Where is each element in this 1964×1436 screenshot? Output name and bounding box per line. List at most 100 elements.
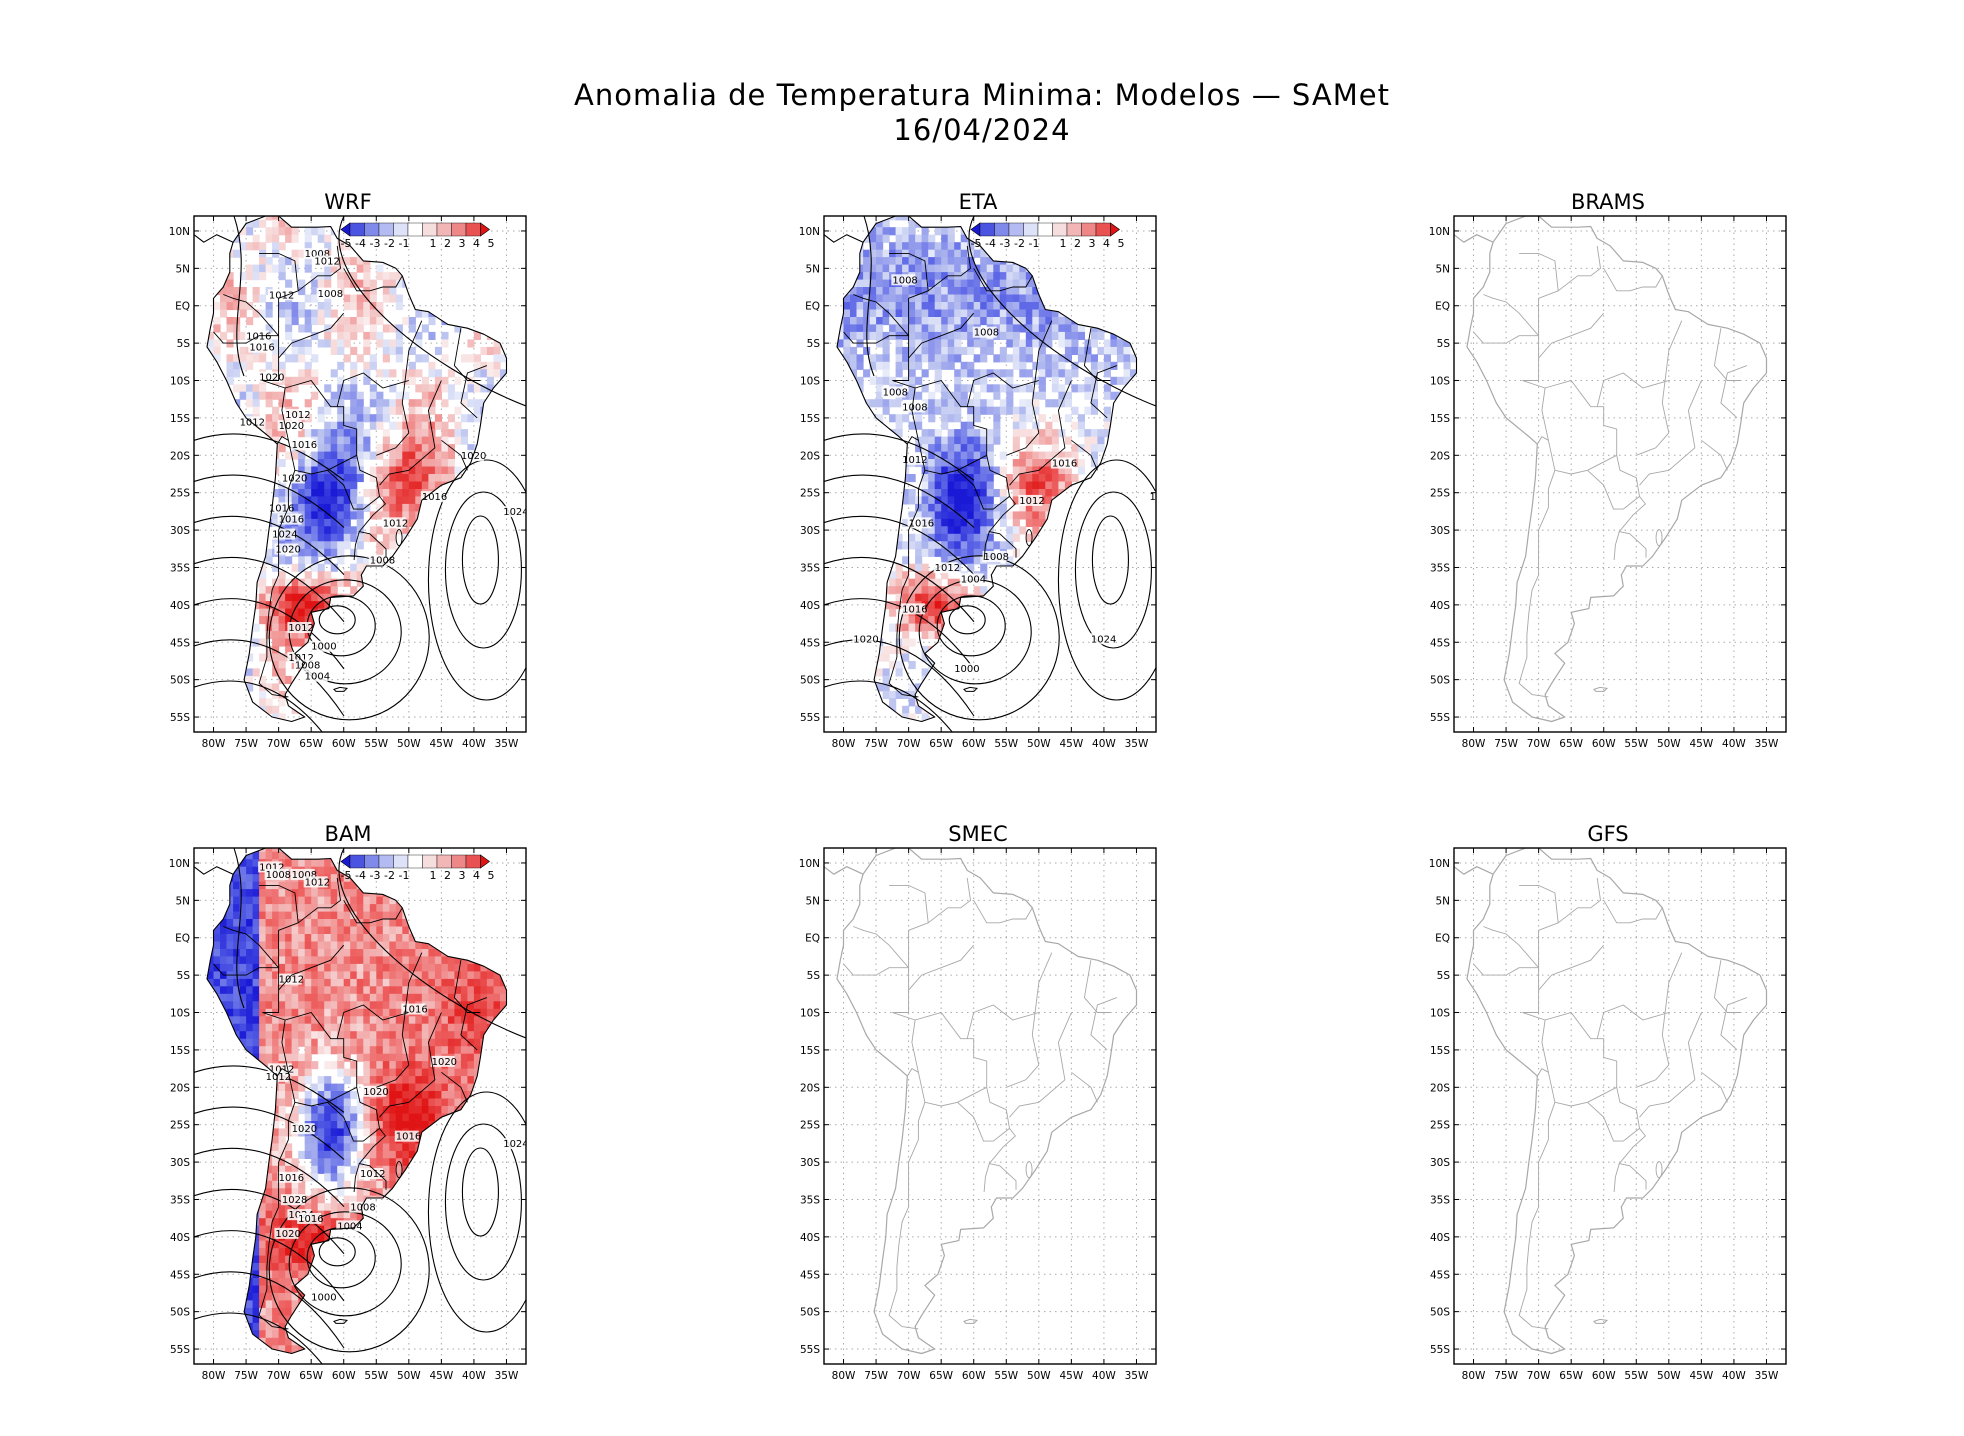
anomaly-cell — [908, 511, 916, 520]
anomaly-cell — [1045, 541, 1053, 550]
anomaly-cell — [973, 429, 981, 438]
anomaly-cell — [908, 317, 916, 326]
anomaly-cell — [1038, 661, 1046, 670]
anomaly-cell — [967, 481, 975, 490]
anomaly-cell — [869, 361, 877, 370]
anomaly-cell — [947, 339, 955, 348]
lon-label: 70W — [897, 738, 921, 750]
anomaly-cell — [1123, 668, 1131, 677]
anomaly-cell — [980, 317, 988, 326]
anomaly-cell — [921, 533, 929, 542]
anomaly-cell — [454, 257, 462, 266]
anomaly-cell — [278, 690, 286, 699]
anomaly-cell — [960, 489, 968, 498]
anomaly-cell — [934, 369, 942, 378]
anomaly-cell — [207, 354, 208, 363]
lat-label: 20S — [170, 450, 190, 462]
anomaly-cell — [213, 661, 221, 670]
isobar-label: 1020 — [275, 545, 300, 556]
anomaly-cell — [278, 489, 286, 498]
anomaly-cell — [324, 556, 332, 565]
anomaly-cell — [460, 690, 468, 699]
anomaly-cell — [304, 489, 312, 498]
anomaly-cell — [239, 361, 247, 370]
anomaly-cell — [454, 668, 462, 677]
anomaly-cell — [337, 406, 345, 415]
anomaly-cell — [882, 683, 890, 692]
anomaly-cell — [311, 429, 319, 438]
anomaly-cell — [291, 249, 299, 258]
border — [1071, 439, 1098, 471]
anomaly-cell — [876, 518, 884, 527]
anomaly-cell — [343, 668, 351, 677]
anomaly-cell — [330, 705, 338, 714]
anomaly-cell — [973, 399, 981, 408]
panel-title: ETA — [958, 190, 998, 214]
anomaly-cell — [1045, 294, 1053, 303]
anomaly-cell — [1006, 533, 1014, 542]
anomaly-cell — [454, 421, 462, 430]
anomaly-cell — [408, 369, 416, 378]
anomaly-cell — [915, 533, 923, 542]
anomaly-cell — [291, 503, 299, 512]
anomaly-cell — [954, 436, 962, 445]
anomaly-cell — [213, 302, 221, 311]
anomaly-cell — [947, 354, 955, 363]
anomaly-cell — [980, 369, 988, 378]
anomaly-cell — [960, 616, 968, 625]
anomaly-cell — [1090, 339, 1098, 348]
anomaly-cell — [908, 586, 916, 595]
anomaly-cell — [317, 436, 325, 445]
anomaly-cell — [1045, 608, 1053, 617]
anomaly-cell — [980, 376, 988, 385]
anomaly-cell — [843, 511, 851, 520]
anomaly-cell — [928, 548, 936, 557]
anomaly-cell — [889, 578, 897, 587]
anomaly-cell — [473, 668, 481, 677]
anomaly-cell — [395, 324, 403, 333]
anomaly-cell — [928, 287, 936, 296]
anomaly-cell — [1090, 429, 1098, 438]
anomaly-cell — [843, 219, 851, 228]
anomaly-cell — [947, 257, 955, 266]
anomaly-cell — [291, 317, 299, 326]
anomaly-cell — [947, 294, 955, 303]
anomaly-cell — [382, 346, 390, 355]
anomaly-cell — [500, 593, 507, 602]
anomaly-cell — [233, 234, 241, 243]
anomaly-cell — [1116, 548, 1124, 557]
anomaly-cell — [317, 571, 325, 580]
anomaly-cell — [213, 623, 221, 632]
anomaly-cell — [343, 661, 351, 670]
anomaly-cell — [408, 518, 416, 527]
anomaly-cell — [928, 414, 936, 423]
anomaly-cell — [324, 481, 332, 490]
anomaly-cell — [973, 518, 981, 527]
anomaly-cell — [928, 466, 936, 475]
anomaly-cell — [376, 331, 384, 340]
anomaly-cell — [507, 444, 514, 452]
anomaly-cell — [507, 556, 514, 564]
anomaly-cell — [395, 399, 403, 408]
anomaly-cell — [1025, 302, 1033, 311]
anomaly-cell — [960, 391, 968, 400]
anomaly-cell — [1051, 249, 1059, 258]
anomaly-cell — [928, 690, 936, 699]
anomaly-cell — [1038, 459, 1046, 468]
anomaly-cell — [350, 399, 358, 408]
anomaly-cell — [454, 571, 462, 580]
anomaly-cell — [928, 481, 936, 490]
anomaly-cell — [376, 571, 384, 580]
anomaly-cell — [941, 399, 949, 408]
anomaly-cell — [441, 451, 449, 460]
anomaly-cell — [934, 541, 942, 550]
anomaly-cell — [954, 324, 962, 333]
anomaly-cell — [882, 317, 890, 326]
anomaly-cell — [467, 653, 475, 662]
anomaly-cell — [947, 317, 955, 326]
anomaly-cell — [285, 309, 293, 318]
anomaly-cell — [493, 705, 501, 714]
anomaly-cell — [928, 391, 936, 400]
anomaly-cell — [350, 302, 358, 311]
anomaly-cell — [259, 354, 267, 363]
